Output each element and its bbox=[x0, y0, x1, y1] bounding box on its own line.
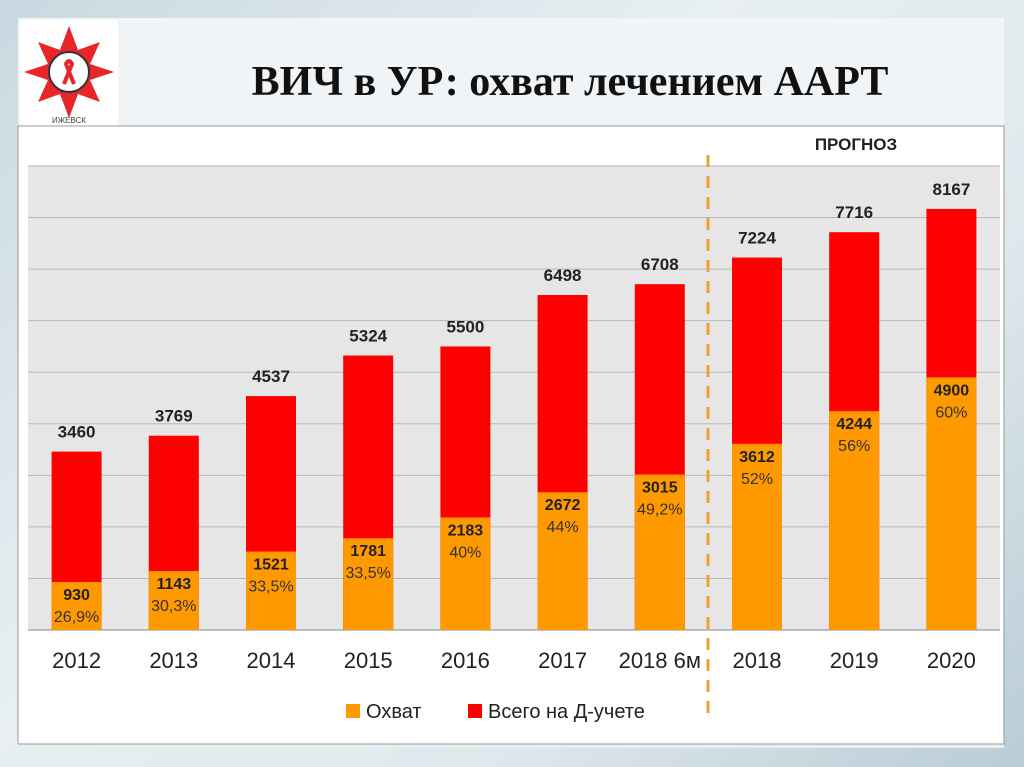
label-total: 3460 bbox=[58, 423, 96, 442]
label-total: 7716 bbox=[835, 203, 873, 222]
label-total: 7224 bbox=[738, 229, 776, 248]
x-tick-label: 2014 bbox=[247, 648, 296, 673]
label-coverage: 4244 bbox=[836, 416, 872, 433]
logo-text: ИЖЕВСК bbox=[52, 116, 86, 125]
x-tick-label: 2016 bbox=[441, 648, 490, 673]
label-total: 3769 bbox=[155, 407, 193, 426]
legend-label-coverage: Охват bbox=[366, 701, 422, 723]
bar-coverage bbox=[537, 492, 588, 630]
label-total: 8167 bbox=[932, 180, 970, 199]
label-coverage: 4900 bbox=[934, 382, 970, 399]
legend-swatch-total bbox=[468, 704, 482, 718]
bar-coverage bbox=[732, 443, 782, 630]
label-coverage: 1781 bbox=[350, 543, 386, 560]
x-tick-label: 2012 bbox=[52, 648, 101, 673]
label-total: 5500 bbox=[446, 317, 484, 336]
x-tick-label: 2018 6м bbox=[619, 648, 701, 673]
label-percent: 33,5% bbox=[248, 579, 293, 596]
bar-coverage bbox=[634, 474, 685, 630]
label-percent: 56% bbox=[838, 438, 870, 455]
label-coverage: 1521 bbox=[253, 557, 289, 574]
label-coverage: 2183 bbox=[448, 522, 484, 539]
label-percent: 30,3% bbox=[151, 598, 196, 615]
label-coverage: 3612 bbox=[739, 449, 775, 466]
forecast-label: ПРОГНОЗ bbox=[815, 135, 897, 154]
label-total: 6708 bbox=[641, 255, 679, 274]
bar-coverage bbox=[51, 582, 102, 630]
bar-coverage bbox=[829, 411, 880, 630]
label-coverage: 2672 bbox=[545, 497, 581, 514]
bar-coverage bbox=[440, 517, 491, 630]
label-percent: 40% bbox=[449, 544, 481, 561]
x-tick-label: 2020 bbox=[927, 648, 976, 673]
bar-coverage bbox=[246, 551, 296, 630]
x-tick-label: 2018 bbox=[733, 648, 782, 673]
bar-coverage bbox=[148, 571, 199, 630]
x-tick-label: 2017 bbox=[538, 648, 587, 673]
label-coverage: 930 bbox=[63, 587, 90, 604]
legend-swatch-coverage bbox=[346, 704, 360, 718]
label-percent: 44% bbox=[547, 519, 579, 536]
label-percent: 26,9% bbox=[54, 609, 99, 626]
label-total: 5324 bbox=[349, 327, 387, 346]
label-percent: 60% bbox=[935, 404, 967, 421]
label-total: 6498 bbox=[544, 266, 582, 285]
legend-label-total: Всего на Д-учете bbox=[488, 701, 645, 723]
legend: Охват Всего на Д-учете bbox=[346, 701, 645, 723]
label-coverage: 3015 bbox=[642, 480, 678, 497]
label-percent: 33,5% bbox=[346, 565, 391, 582]
label-percent: 49,2% bbox=[637, 502, 682, 519]
label-coverage: 1143 bbox=[156, 576, 191, 593]
label-percent: 52% bbox=[741, 471, 773, 488]
bar-coverage bbox=[343, 538, 394, 630]
x-tick-label: 2019 bbox=[830, 648, 879, 673]
x-tick-label: 2013 bbox=[149, 648, 198, 673]
bar-coverage bbox=[926, 377, 977, 630]
logo: ИЖЕВСК bbox=[20, 20, 118, 126]
x-tick-label: 2015 bbox=[344, 648, 393, 673]
label-total: 4537 bbox=[252, 367, 290, 386]
slide-title: ВИЧ в УР: охват лечением ААРТ bbox=[251, 59, 889, 105]
